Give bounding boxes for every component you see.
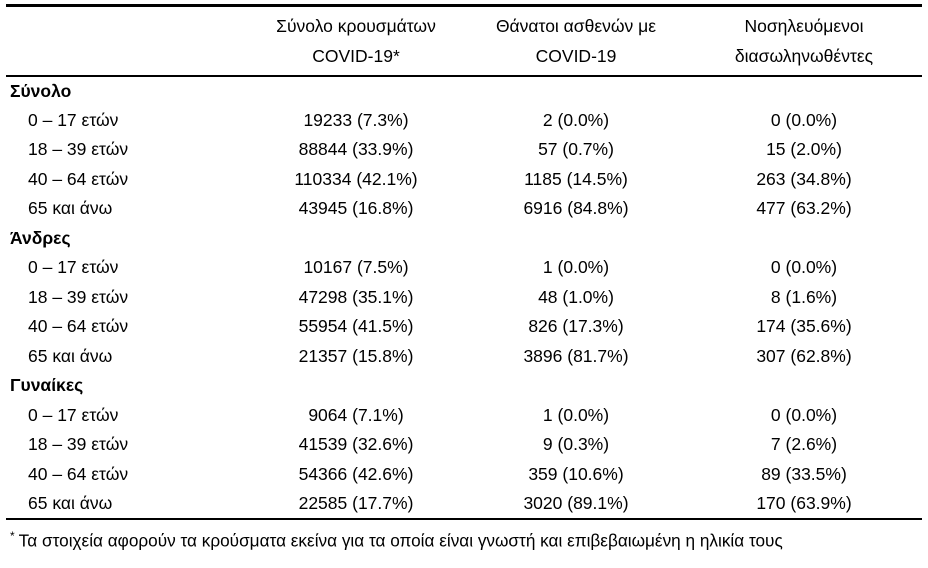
header-row: Σύνολο κρουσμάτων COVID-19* Θάνατοι ασθε… bbox=[6, 6, 922, 77]
section-header-row-total: Σύνολο bbox=[6, 76, 922, 106]
intubated-value: 89 (33.5%) bbox=[761, 463, 847, 484]
age-label: 40 – 64 ετών bbox=[28, 316, 129, 337]
cases-value: 10167 (7.5%) bbox=[303, 257, 409, 278]
cases-value: 55954 (41.5%) bbox=[298, 316, 414, 337]
cases-value: 110334 (42.1%) bbox=[294, 168, 418, 189]
covid-age-sex-table: Σύνολο κρουσμάτων COVID-19* Θάνατοι ασθε… bbox=[6, 4, 922, 520]
section-label-women: Γυναίκες bbox=[10, 375, 84, 396]
column-header-deaths: Θάνατοι ασθενών με COVID-19 bbox=[495, 16, 657, 66]
deaths-value: 1 (0.0%) bbox=[542, 404, 610, 425]
table-header: Σύνολο κρουσμάτων COVID-19* Θάνατοι ασθε… bbox=[6, 6, 922, 77]
intubated-value: 8 (1.6%) bbox=[770, 286, 838, 307]
age-label: 18 – 39 ετών bbox=[28, 434, 129, 455]
intubated-value: 170 (63.9%) bbox=[756, 492, 852, 513]
section-header-row-men: Άνδρες bbox=[6, 224, 922, 254]
age-label: 65 και άνω bbox=[28, 198, 113, 219]
table-row: 18 – 39 ετών 88844 (33.9%) 57 (0.7%) 15 … bbox=[6, 135, 922, 165]
table-row: 0 – 17 ετών 19233 (7.3%) 2 (0.0%) 0 (0.0… bbox=[6, 106, 922, 136]
age-label: 40 – 64 ετών bbox=[28, 168, 129, 189]
deaths-value: 9 (0.3%) bbox=[542, 434, 610, 455]
deaths-value: 1185 (14.5%) bbox=[524, 168, 628, 189]
footnote-asterisk-marker: * bbox=[10, 528, 15, 543]
intubated-value: 15 (2.0%) bbox=[766, 139, 842, 160]
table-row: 0 – 17 ετών 10167 (7.5%) 1 (0.0%) 0 (0.0… bbox=[6, 253, 922, 283]
intubated-value: 7 (2.6%) bbox=[770, 434, 838, 455]
intubated-value: 263 (34.8%) bbox=[756, 168, 852, 189]
footnote: * Τα στοιχεία αφορούν τα κρούσματα εκείνα… bbox=[6, 523, 922, 554]
deaths-value: 6916 (84.8%) bbox=[523, 198, 629, 219]
intubated-value: 0 (0.0%) bbox=[770, 257, 838, 278]
table-row: 65 και άνω 22585 (17.7%) 3020 (89.1%) 17… bbox=[6, 489, 922, 519]
deaths-value: 359 (10.6%) bbox=[528, 463, 624, 484]
cases-value: 54366 (42.6%) bbox=[298, 463, 414, 484]
intubated-value: 477 (63.2%) bbox=[756, 198, 852, 219]
intubated-value: 0 (0.0%) bbox=[770, 404, 838, 425]
age-label: 65 και άνω bbox=[28, 492, 113, 513]
table-row: 40 – 64 ετών 55954 (41.5%) 826 (17.3%) 1… bbox=[6, 312, 922, 342]
age-label: 0 – 17 ετών bbox=[28, 404, 119, 425]
deaths-value: 57 (0.7%) bbox=[538, 139, 614, 160]
table-body: Σύνολο 0 – 17 ετών 19233 (7.3%) 2 (0.0%)… bbox=[6, 76, 922, 519]
column-header-intubated: Νοσηλευόμενοι διασωληνωθέντες bbox=[734, 16, 874, 66]
deaths-value: 3896 (81.7%) bbox=[523, 345, 629, 366]
cases-value: 19233 (7.3%) bbox=[303, 109, 409, 130]
section-header-row-women: Γυναίκες bbox=[6, 371, 922, 401]
deaths-value: 1 (0.0%) bbox=[542, 257, 610, 278]
age-label: 18 – 39 ετών bbox=[28, 286, 129, 307]
header-empty-cell bbox=[6, 6, 246, 77]
table-row: 18 – 39 ετών 41539 (32.6%) 9 (0.3%) 7 (2… bbox=[6, 430, 922, 460]
section-label-men: Άνδρες bbox=[10, 227, 71, 248]
cases-value: 22585 (17.7%) bbox=[298, 492, 414, 513]
table-row: 65 και άνω 21357 (15.8%) 3896 (81.7%) 30… bbox=[6, 342, 922, 372]
cases-value: 88844 (33.9%) bbox=[298, 139, 414, 160]
table-row: 40 – 64 ετών 54366 (42.6%) 359 (10.6%) 8… bbox=[6, 460, 922, 490]
footnote-text: Τα στοιχεία αφορούν τα κρούσματα εκείνα … bbox=[18, 530, 783, 551]
deaths-value: 3020 (89.1%) bbox=[523, 492, 629, 513]
deaths-value: 826 (17.3%) bbox=[528, 316, 624, 337]
table-row: 40 – 64 ετών 110334 (42.1%) 1185 (14.5%)… bbox=[6, 165, 922, 195]
section-label-total: Σύνολο bbox=[10, 80, 72, 101]
age-label: 0 – 17 ετών bbox=[28, 257, 119, 278]
cases-value: 47298 (35.1%) bbox=[298, 286, 414, 307]
table-row: 65 και άνω 43945 (16.8%) 6916 (84.8%) 47… bbox=[6, 194, 922, 224]
cases-value: 21357 (15.8%) bbox=[298, 345, 414, 366]
cases-value: 41539 (32.6%) bbox=[298, 434, 414, 455]
age-label: 18 – 39 ετών bbox=[28, 139, 129, 160]
age-label: 40 – 64 ετών bbox=[28, 463, 129, 484]
table-row: 18 – 39 ετών 47298 (35.1%) 48 (1.0%) 8 (… bbox=[6, 283, 922, 313]
table-row: 0 – 17 ετών 9064 (7.1%) 1 (0.0%) 0 (0.0%… bbox=[6, 401, 922, 431]
intubated-value: 174 (35.6%) bbox=[756, 316, 852, 337]
intubated-value: 0 (0.0%) bbox=[770, 109, 838, 130]
age-label: 65 και άνω bbox=[28, 345, 113, 366]
deaths-value: 2 (0.0%) bbox=[542, 109, 610, 130]
cases-value: 9064 (7.1%) bbox=[308, 404, 404, 425]
age-label: 0 – 17 ετών bbox=[28, 109, 119, 130]
cases-value: 43945 (16.8%) bbox=[298, 198, 414, 219]
column-header-total-cases: Σύνολο κρουσμάτων COVID-19* bbox=[276, 16, 436, 66]
intubated-value: 307 (62.8%) bbox=[756, 345, 852, 366]
deaths-value: 48 (1.0%) bbox=[538, 286, 614, 307]
